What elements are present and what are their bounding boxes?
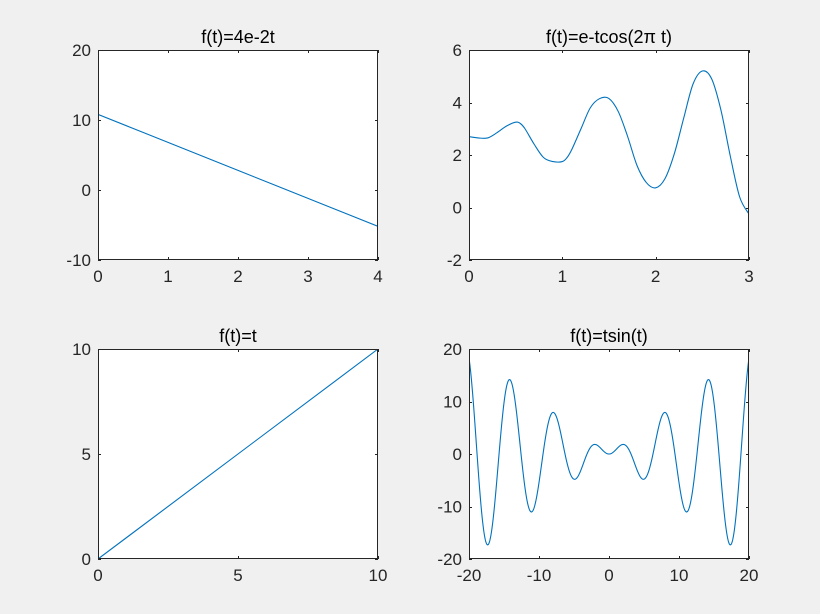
x-tick-label: 1 — [163, 267, 172, 286]
subplot-t-sin-t: f(t)=tsin(t) -20 -10 0 10 20 -20 -10 0 10 20 — [437, 326, 758, 585]
y-tick-label: 6 — [453, 41, 462, 60]
series-line — [98, 349, 378, 559]
x-tick-label: 10 — [670, 566, 689, 585]
axes-background — [469, 50, 749, 260]
y-tick-label: -10 — [66, 251, 91, 270]
x-tick-label: 10 — [369, 566, 388, 585]
y-tick-label: -2 — [447, 251, 462, 270]
subplot-title: f(t)=e-tcos(2π t) — [546, 27, 672, 47]
y-tick-label: 10 — [72, 111, 91, 130]
x-tick-label: 20 — [740, 566, 759, 585]
axes-background — [98, 50, 378, 260]
y-tick-label: 2 — [453, 146, 462, 165]
y-tick-label: 0 — [82, 550, 91, 569]
y-tick-label: 5 — [82, 445, 91, 464]
x-tick-label: 3 — [744, 267, 753, 286]
series-line — [469, 70, 749, 215]
subplot-identity: f(t)=t 0 5 10 0 5 10 — [72, 326, 387, 585]
y-tick-label: -20 — [437, 550, 462, 569]
x-tick-label: -20 — [457, 566, 482, 585]
x-tick-label: 3 — [303, 267, 312, 286]
y-tick-label: -10 — [437, 498, 462, 517]
x-tick-label: 2 — [233, 267, 242, 286]
y-tick-label: 10 — [72, 340, 91, 359]
x-tick-label: 0 — [604, 566, 613, 585]
subplot-title: f(t)=4e-2t — [201, 27, 275, 47]
x-tick-label: 0 — [93, 267, 102, 286]
series-line — [469, 358, 749, 546]
y-tick-label: 20 — [443, 340, 462, 359]
series-line — [98, 113, 378, 227]
subplot-title: f(t)=tsin(t) — [570, 326, 648, 346]
x-tick-label: 1 — [558, 267, 567, 286]
x-tick-label: 0 — [464, 267, 473, 286]
subplot-title: f(t)=t — [219, 326, 257, 346]
x-tick-label: 5 — [233, 566, 242, 585]
x-tick-label: 2 — [651, 267, 660, 286]
y-tick-label: 4 — [453, 94, 462, 113]
y-tick-label: 20 — [72, 41, 91, 60]
x-tick-label: -10 — [527, 566, 552, 585]
x-tick-label: 0 — [93, 566, 102, 585]
y-tick-label: 0 — [453, 445, 462, 464]
x-tick-label: 4 — [373, 267, 382, 286]
y-tick-label: 10 — [443, 393, 462, 412]
y-tick-label: 0 — [453, 199, 462, 218]
y-tick-label: 0 — [82, 181, 91, 200]
